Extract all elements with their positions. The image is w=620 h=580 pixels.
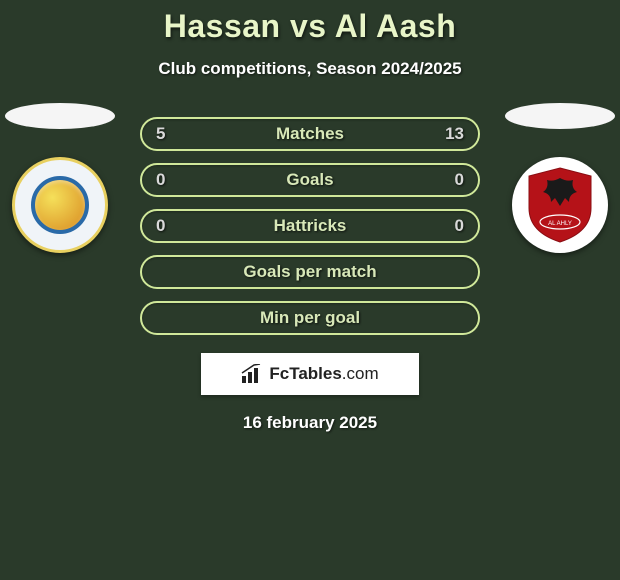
stat-label: Hattricks xyxy=(186,216,434,236)
brand-domain: .com xyxy=(342,364,379,383)
stat-label: Goals xyxy=(186,170,434,190)
club-badge-right-shield-icon: AL AHLY xyxy=(525,166,595,244)
stat-row-min-per-goal: Min per goal xyxy=(140,301,480,335)
stat-left-value: 5 xyxy=(156,124,186,144)
main-area: 5 Matches 13 0 Goals 0 0 Hattricks 0 Goa… xyxy=(0,117,620,335)
player-avatar-placeholder-right xyxy=(505,103,615,129)
stat-row-matches: 5 Matches 13 xyxy=(140,117,480,151)
stats-column: 5 Matches 13 0 Goals 0 0 Hattricks 0 Goa… xyxy=(140,117,480,335)
stat-left-value: 0 xyxy=(156,170,186,190)
club-badge-left-inner-icon xyxy=(31,176,89,234)
stat-row-goals: 0 Goals 0 xyxy=(140,163,480,197)
subtitle: Club competitions, Season 2024/2025 xyxy=(0,59,620,79)
brand-name: FcTables xyxy=(269,364,341,383)
stat-label: Goals per match xyxy=(156,262,464,282)
club-badge-right: AL AHLY xyxy=(512,157,608,253)
player-avatar-placeholder-left xyxy=(5,103,115,129)
date-text: 16 february 2025 xyxy=(243,413,377,433)
club-badge-left xyxy=(12,157,108,253)
brand-link[interactable]: FcTables.com xyxy=(201,353,419,395)
page-title: Hassan vs Al Aash xyxy=(0,8,620,45)
stat-right-value: 13 xyxy=(434,124,464,144)
player-right-column: AL AHLY xyxy=(500,103,620,253)
player-left-column xyxy=(0,103,120,253)
stat-label: Matches xyxy=(186,124,434,144)
stat-row-hattricks: 0 Hattricks 0 xyxy=(140,209,480,243)
stat-right-value: 0 xyxy=(434,170,464,190)
stat-right-value: 0 xyxy=(434,216,464,236)
svg-text:AL AHLY: AL AHLY xyxy=(548,221,572,227)
stat-row-goals-per-match: Goals per match xyxy=(140,255,480,289)
stat-label: Min per goal xyxy=(156,308,464,328)
brand-text: FcTables.com xyxy=(269,364,378,384)
footer-area: FcTables.com 16 february 2025 xyxy=(0,353,620,433)
comparison-card: Hassan vs Al Aash Club competitions, Sea… xyxy=(0,0,620,433)
bar-chart-icon xyxy=(241,364,263,384)
stat-left-value: 0 xyxy=(156,216,186,236)
